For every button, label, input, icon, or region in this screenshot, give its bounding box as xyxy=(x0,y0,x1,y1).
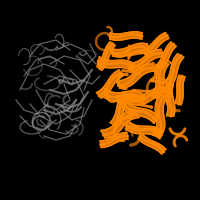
Polygon shape xyxy=(125,121,163,139)
Polygon shape xyxy=(97,42,115,70)
Polygon shape xyxy=(164,54,184,86)
Polygon shape xyxy=(127,87,173,105)
Polygon shape xyxy=(110,93,130,127)
Polygon shape xyxy=(122,100,158,124)
Polygon shape xyxy=(165,84,175,116)
Polygon shape xyxy=(151,61,169,99)
Polygon shape xyxy=(112,43,148,57)
Polygon shape xyxy=(116,64,156,88)
Polygon shape xyxy=(101,110,139,138)
Polygon shape xyxy=(110,32,142,40)
Polygon shape xyxy=(100,132,128,148)
Polygon shape xyxy=(143,33,169,55)
Polygon shape xyxy=(138,134,166,154)
Polygon shape xyxy=(96,70,124,98)
Polygon shape xyxy=(104,89,144,103)
Polygon shape xyxy=(153,96,167,136)
Polygon shape xyxy=(97,57,135,71)
Polygon shape xyxy=(175,75,185,105)
Polygon shape xyxy=(156,42,176,70)
Polygon shape xyxy=(128,49,164,71)
